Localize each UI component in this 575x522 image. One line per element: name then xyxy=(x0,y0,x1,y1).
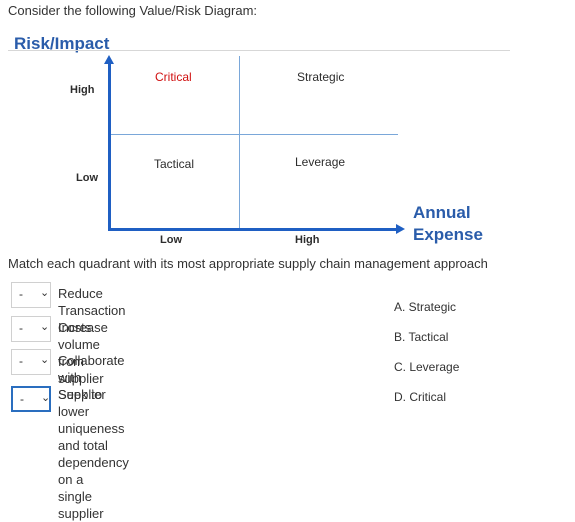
chevron-down-icon: ⌄ xyxy=(40,354,50,366)
option-d: D. Critical xyxy=(394,390,447,404)
answer-select[interactable]: - ⌄ xyxy=(11,282,51,308)
question-text: Consider the following Value/Risk Diagra… xyxy=(8,3,258,18)
answer-select[interactable]: - ⌄ xyxy=(11,316,51,342)
select-value: - xyxy=(19,287,23,301)
select-value: - xyxy=(19,354,23,368)
quadrant-strategic: Strategic xyxy=(297,70,345,84)
chevron-down-icon: ⌄ xyxy=(40,321,50,333)
x-axis-arrow-icon xyxy=(396,224,405,234)
vertical-divider xyxy=(239,56,240,229)
select-value: - xyxy=(19,321,23,335)
match-statement: Reduce Transaction Costs xyxy=(58,286,126,335)
horizontal-divider xyxy=(110,134,398,135)
y-label-low: Low xyxy=(76,172,98,184)
option-a: A. Strategic xyxy=(394,300,457,314)
match-statement: Increase volume from supplier xyxy=(58,320,108,386)
x-label-low: Low xyxy=(160,234,182,246)
answer-select[interactable]: - ⌄ xyxy=(11,349,51,375)
chevron-down-icon: ⌄ xyxy=(40,287,50,299)
match-statement: Collaborate with Supplier xyxy=(58,353,125,402)
match-statement-line1: Seek to lower uniqueness and total depen… xyxy=(58,387,129,487)
diagram-title: Risk/Impact xyxy=(14,34,110,53)
select-value: - xyxy=(20,392,24,406)
match-statement: Seek to lower uniqueness and total depen… xyxy=(58,386,129,522)
x-axis xyxy=(108,228,398,231)
y-label-high: High xyxy=(70,84,95,96)
quadrant-critical: Critical xyxy=(155,70,192,84)
x-axis-title-expense: Expense xyxy=(413,225,483,244)
title-divider xyxy=(8,50,510,51)
y-axis xyxy=(108,62,111,230)
chevron-down-icon: ⌄ xyxy=(41,392,51,404)
quadrant-leverage: Leverage xyxy=(295,155,346,169)
match-statement-line2: single supplier xyxy=(58,489,104,521)
x-label-high: High xyxy=(295,234,320,246)
quadrant-tactical: Tactical xyxy=(154,157,195,171)
option-c: C. Leverage xyxy=(394,360,460,374)
x-axis-title-annual: Annual xyxy=(413,203,471,222)
option-b: B. Tactical xyxy=(394,330,449,344)
instruction-text: Match each quadrant with its most approp… xyxy=(8,256,488,271)
y-axis-arrow-icon xyxy=(104,55,114,64)
answer-select[interactable]: - ⌄ xyxy=(11,386,51,412)
